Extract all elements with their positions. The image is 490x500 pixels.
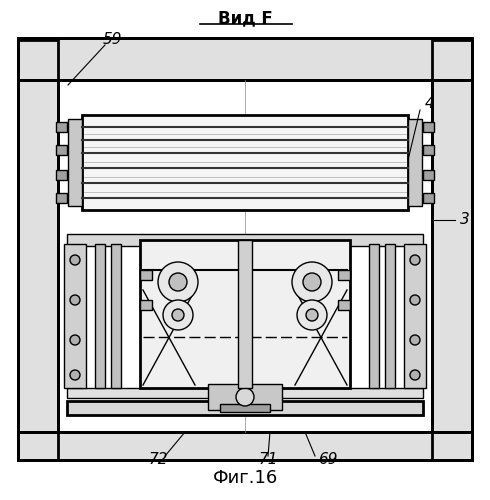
Bar <box>18 432 472 460</box>
Text: 3: 3 <box>460 212 470 228</box>
Circle shape <box>70 295 80 305</box>
Bar <box>140 270 152 280</box>
Circle shape <box>158 262 198 302</box>
Bar <box>95 244 105 388</box>
Bar <box>208 384 282 410</box>
Bar <box>67 234 423 246</box>
Bar <box>369 244 379 388</box>
Bar <box>432 40 472 460</box>
Circle shape <box>163 300 193 330</box>
Circle shape <box>410 370 420 380</box>
Text: Вид F: Вид F <box>218 9 272 27</box>
Circle shape <box>169 273 187 291</box>
Circle shape <box>410 255 420 265</box>
Text: 4: 4 <box>425 96 435 112</box>
Bar <box>68 119 82 206</box>
Bar <box>220 404 270 412</box>
Text: 59: 59 <box>102 32 122 48</box>
Bar <box>111 244 121 388</box>
Bar <box>18 432 472 460</box>
Circle shape <box>410 335 420 345</box>
Bar <box>423 145 434 155</box>
Bar <box>18 40 58 460</box>
Text: 72: 72 <box>148 452 168 468</box>
Circle shape <box>297 300 327 330</box>
Bar <box>56 170 67 180</box>
Circle shape <box>292 262 332 302</box>
Bar <box>56 193 67 203</box>
Text: 71: 71 <box>258 452 278 468</box>
Bar <box>338 270 350 280</box>
Text: Фиг.16: Фиг.16 <box>212 469 278 487</box>
Bar <box>18 40 58 460</box>
Bar <box>423 170 434 180</box>
Circle shape <box>306 309 318 321</box>
Bar <box>18 38 472 80</box>
Bar <box>56 122 67 132</box>
Circle shape <box>70 370 80 380</box>
Circle shape <box>410 295 420 305</box>
Bar <box>64 244 86 388</box>
Bar <box>67 401 423 415</box>
Bar <box>432 40 472 460</box>
Bar <box>56 145 67 155</box>
Bar <box>67 388 423 398</box>
Bar <box>408 119 422 206</box>
Circle shape <box>70 255 80 265</box>
Circle shape <box>172 309 184 321</box>
Bar <box>423 193 434 203</box>
Bar <box>423 122 434 132</box>
Bar <box>18 38 472 80</box>
Bar <box>140 300 152 310</box>
Bar <box>82 115 408 210</box>
Bar <box>404 244 426 388</box>
Circle shape <box>236 388 254 406</box>
Bar <box>140 240 350 388</box>
Bar <box>338 300 350 310</box>
Bar <box>238 240 252 388</box>
Circle shape <box>70 335 80 345</box>
Circle shape <box>303 273 321 291</box>
Bar <box>385 244 395 388</box>
Text: 69: 69 <box>318 452 338 468</box>
